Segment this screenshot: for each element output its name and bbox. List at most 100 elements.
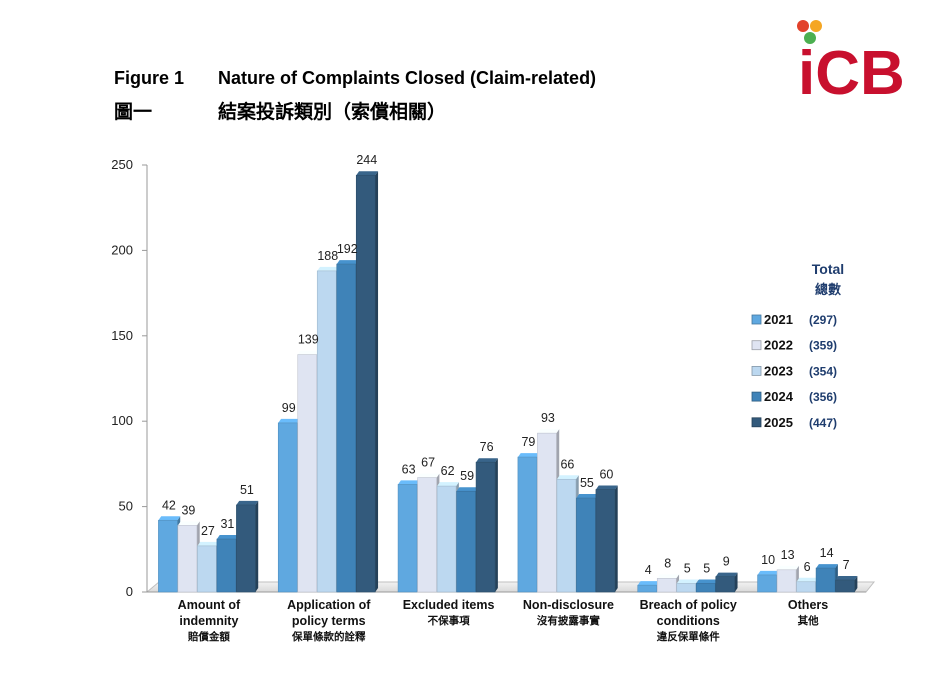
bar bbox=[715, 572, 738, 593]
bar-value-label: 66 bbox=[560, 457, 574, 471]
bar bbox=[796, 577, 819, 593]
bar bbox=[277, 418, 301, 593]
x-category-label-zh: 其他 bbox=[798, 614, 819, 627]
bar-value-label: 27 bbox=[201, 524, 215, 538]
bar bbox=[776, 565, 799, 593]
bar-front bbox=[776, 569, 797, 593]
legend-swatch bbox=[751, 417, 762, 428]
bar bbox=[297, 350, 320, 593]
x-category-label-zh: 不保事項 bbox=[428, 614, 470, 627]
legend-swatch bbox=[751, 365, 762, 376]
bar-top bbox=[236, 500, 259, 505]
bar-value-label: 42 bbox=[162, 498, 176, 512]
bar-value-label: 5 bbox=[703, 561, 710, 575]
bar-value-label: 4 bbox=[645, 563, 652, 577]
bar-top bbox=[158, 516, 181, 521]
y-tick-label: 50 bbox=[119, 499, 133, 514]
legend-year: 2023 bbox=[764, 363, 793, 378]
bar-front bbox=[216, 538, 237, 593]
y-tick-label: 0 bbox=[126, 584, 133, 599]
bar bbox=[417, 473, 440, 593]
bar-front bbox=[475, 461, 496, 593]
x-category-label: Application of policy terms 保單條款的詮釋 bbox=[287, 598, 371, 643]
bar-value-label: 31 bbox=[220, 517, 234, 531]
bar-front bbox=[556, 478, 577, 593]
x-category-label: Breach of policy conditions 違反保單條件 bbox=[640, 598, 737, 643]
bar-top bbox=[796, 577, 819, 582]
bar-top bbox=[197, 541, 220, 546]
bar bbox=[197, 541, 220, 593]
bar bbox=[355, 171, 379, 593]
bar-top bbox=[777, 565, 799, 570]
bar bbox=[757, 570, 780, 593]
figure-number-en: Figure 1 bbox=[114, 68, 185, 88]
bar bbox=[656, 574, 680, 593]
bar bbox=[676, 579, 699, 593]
bar-front bbox=[537, 432, 557, 593]
bar-value-label: 39 bbox=[181, 503, 195, 517]
bar-top bbox=[177, 521, 200, 526]
bar-top bbox=[595, 485, 618, 490]
figure-number-zh: 圖一 bbox=[114, 101, 153, 123]
bar-top bbox=[517, 453, 540, 458]
bar-front bbox=[397, 484, 418, 593]
bar-top bbox=[398, 480, 420, 485]
bar-front bbox=[355, 174, 376, 593]
legend-title: Total bbox=[812, 261, 844, 277]
bar-front bbox=[796, 581, 816, 593]
bar bbox=[537, 429, 560, 593]
logo-dot-orange bbox=[810, 20, 822, 32]
x-category-label: Amount of indemnity 賠償金額 bbox=[178, 598, 241, 643]
bar-front bbox=[695, 583, 716, 593]
bar-value-label: 188 bbox=[317, 249, 338, 263]
bar-front bbox=[715, 576, 736, 593]
bar bbox=[216, 535, 239, 593]
bar bbox=[336, 260, 359, 593]
bar-top bbox=[676, 579, 699, 584]
bar bbox=[316, 266, 340, 593]
bar-value-label: 59 bbox=[460, 469, 474, 483]
x-category-label-en: conditions bbox=[657, 614, 720, 628]
y-tick-label: 150 bbox=[111, 328, 133, 343]
bar-value-label: 192 bbox=[337, 242, 358, 256]
x-category-label: Non-disclosure 沒有披露事實 bbox=[523, 598, 614, 627]
bar-value-label: 62 bbox=[441, 464, 455, 478]
legend-item: 2021 (297) bbox=[751, 312, 837, 327]
bar bbox=[456, 487, 479, 593]
bar-front bbox=[277, 422, 298, 593]
bar-front bbox=[456, 490, 476, 593]
legend-swatch bbox=[751, 340, 762, 351]
bar-value-label: 5 bbox=[684, 561, 691, 575]
bar-value-label: 9 bbox=[723, 555, 730, 569]
bar-value-label: 67 bbox=[421, 456, 435, 470]
bar-front bbox=[297, 354, 318, 593]
bar-front bbox=[436, 485, 457, 593]
bar-top bbox=[537, 429, 560, 434]
legend-year: 2021 bbox=[764, 312, 793, 327]
chart-title-zh: 圖一 結案投訴類別（索償相關） bbox=[114, 97, 446, 124]
bar-value-label: 244 bbox=[356, 153, 377, 167]
bar-value-label: 13 bbox=[781, 548, 795, 562]
legend-item: 2025 (447) bbox=[751, 415, 837, 430]
x-category-label-en: indemnity bbox=[179, 614, 238, 628]
bar bbox=[576, 494, 599, 593]
bar-value-label: 139 bbox=[298, 333, 319, 347]
bar-value-label: 93 bbox=[541, 411, 555, 425]
bar-front bbox=[177, 525, 198, 593]
bar-front bbox=[417, 477, 437, 593]
x-category-label-zh: 保單條款的詮釋 bbox=[291, 630, 366, 643]
bar-top bbox=[715, 572, 738, 577]
bar-top bbox=[556, 475, 579, 480]
bar-value-label: 10 bbox=[761, 553, 775, 567]
bar-top bbox=[657, 574, 680, 579]
bar-side bbox=[495, 458, 498, 592]
bar-top bbox=[637, 581, 660, 586]
x-category-label: Others 其他 bbox=[788, 598, 828, 627]
bar-top bbox=[356, 171, 379, 176]
legend-year: 2024 bbox=[764, 389, 794, 404]
bar-front bbox=[676, 583, 697, 593]
bar-side bbox=[854, 576, 858, 592]
bar bbox=[475, 458, 498, 593]
bar-value-label: 7 bbox=[843, 558, 850, 572]
